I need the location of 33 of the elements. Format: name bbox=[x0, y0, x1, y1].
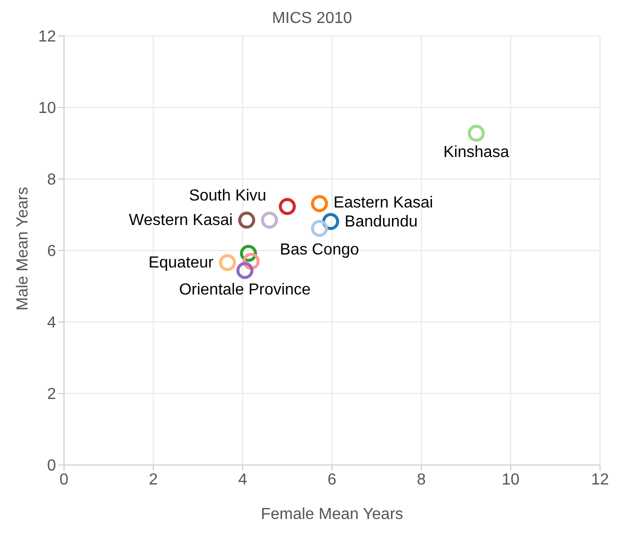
series-label: Bas Congo bbox=[280, 241, 360, 258]
series-label: Eastern Kasai bbox=[333, 194, 434, 212]
point bbox=[260, 212, 278, 229]
y-tick-label: 4 bbox=[47, 314, 56, 332]
series-label: Bandundu bbox=[344, 214, 418, 231]
x-tick-label: 4 bbox=[238, 471, 248, 488]
point bbox=[238, 212, 256, 229]
series-label: Western Kasai bbox=[128, 212, 233, 230]
x-tick-label: 2 bbox=[148, 471, 158, 488]
series-label: Equateur bbox=[148, 254, 214, 272]
y-tick-label: 12 bbox=[38, 28, 56, 46]
x-tick-label: 10 bbox=[502, 471, 520, 488]
point bbox=[310, 195, 328, 212]
x-axis-title: Female Mean Years bbox=[260, 506, 404, 523]
point bbox=[218, 254, 236, 272]
y-tick-label: 10 bbox=[38, 100, 56, 118]
x-tick-label: 0 bbox=[60, 471, 69, 488]
y-tick-label: 6 bbox=[47, 243, 56, 260]
point bbox=[468, 124, 485, 142]
y-axis-title: Male Mean Years bbox=[14, 186, 32, 310]
point bbox=[236, 262, 254, 280]
series-label: Kinshasa bbox=[443, 144, 510, 162]
x-tick-label: 8 bbox=[416, 471, 426, 488]
x-tick-label: 6 bbox=[328, 471, 337, 488]
y-tick-label: 2 bbox=[47, 386, 56, 404]
point bbox=[278, 198, 296, 216]
chart-title: MICS 2010 bbox=[270, 10, 354, 28]
series-label: South Kivu bbox=[188, 188, 266, 205]
y-tick-label: 0 bbox=[47, 458, 56, 475]
y-tick-label: 8 bbox=[47, 172, 56, 189]
point bbox=[310, 220, 328, 237]
series-label: Orientale Province bbox=[179, 282, 311, 299]
x-tick-label: 12 bbox=[591, 471, 609, 488]
